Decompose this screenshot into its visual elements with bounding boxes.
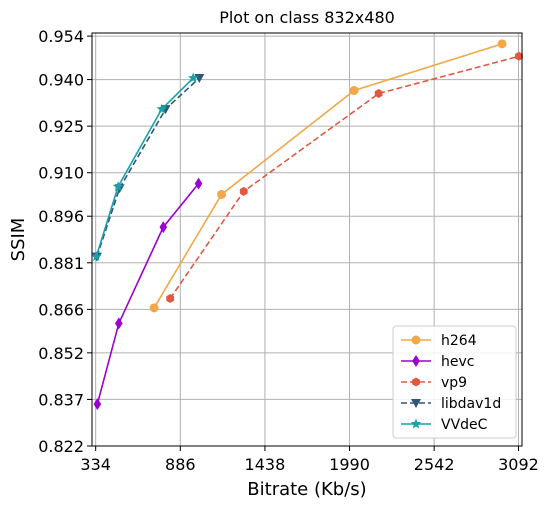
data-point bbox=[515, 51, 523, 61]
legend-swatch-marker bbox=[412, 355, 420, 367]
y-tick-label: 0.940 bbox=[38, 71, 84, 90]
series-line bbox=[95, 77, 194, 257]
y-tick-label: 0.837 bbox=[38, 390, 84, 409]
legend-item-VVdeC: VVdeC bbox=[401, 417, 488, 433]
y-tick-label: 0.881 bbox=[38, 254, 84, 273]
legend-label: VVdeC bbox=[441, 417, 488, 433]
legend-item-h264: h264 bbox=[401, 333, 477, 349]
data-point bbox=[156, 103, 167, 114]
legend-item-libdav1d: libdav1d bbox=[401, 396, 501, 412]
y-tick-label: 0.866 bbox=[38, 300, 84, 319]
x-tick-label: 3092 bbox=[498, 455, 539, 474]
chart-title: Plot on class 832x480 bbox=[219, 8, 395, 27]
series-vp9 bbox=[166, 51, 523, 303]
y-tick-label: 0.852 bbox=[38, 344, 84, 363]
legend-item-hevc: hevc bbox=[401, 354, 474, 370]
legend-box bbox=[392, 325, 517, 439]
series-libdav1d bbox=[91, 74, 205, 262]
y-tick-label: 0.896 bbox=[38, 207, 84, 226]
legend-swatch-marker bbox=[410, 418, 422, 429]
series-layer bbox=[91, 39, 523, 411]
data-point bbox=[112, 181, 124, 192]
data-point bbox=[374, 89, 383, 99]
y-tick-label: 0.822 bbox=[38, 437, 84, 456]
grid bbox=[92, 33, 522, 447]
x-tick-label: 334 bbox=[80, 455, 111, 474]
x-axis: 334 886 1438 1990 2542 3092 bbox=[80, 446, 539, 474]
x-tick-label: 1990 bbox=[329, 455, 370, 474]
y-tick-label: 0.910 bbox=[38, 164, 84, 183]
series-line bbox=[169, 55, 520, 299]
series-line bbox=[96, 77, 200, 257]
y-tick-label: 0.954 bbox=[38, 27, 84, 46]
series-hevc bbox=[93, 177, 203, 411]
legend: h264 hevc vp9 libdav1d VVdeC bbox=[392, 325, 517, 439]
y-axis-title: SSIM bbox=[8, 218, 29, 262]
data-point bbox=[497, 39, 507, 49]
data-point bbox=[149, 303, 159, 313]
data-point bbox=[187, 72, 199, 83]
legend-label: vp9 bbox=[441, 375, 467, 391]
data-point bbox=[166, 294, 175, 303]
data-point bbox=[91, 251, 102, 262]
series-VVdeC bbox=[91, 72, 199, 262]
data-point bbox=[217, 189, 227, 199]
x-axis-title: Bitrate (Kb/s) bbox=[247, 479, 366, 500]
legend-item-vp9: vp9 bbox=[401, 375, 467, 391]
series-line bbox=[153, 43, 503, 309]
legend-label: hevc bbox=[441, 354, 474, 370]
x-tick-label: 1438 bbox=[245, 455, 286, 474]
plot-frame bbox=[91, 32, 523, 447]
series-line bbox=[96, 183, 200, 405]
data-point bbox=[194, 177, 203, 190]
legend-label: h264 bbox=[441, 333, 477, 349]
legend-swatch-marker bbox=[412, 377, 420, 387]
y-axis: 0.822 0.837 0.852 0.866 0.881 0.896 0.910 0.925… bbox=[38, 27, 92, 456]
y-tick-label: 0.925 bbox=[38, 117, 84, 136]
x-tick-label: 2542 bbox=[414, 455, 455, 474]
x-tick-label: 886 bbox=[165, 455, 196, 474]
legend-label: libdav1d bbox=[441, 396, 501, 412]
data-point bbox=[115, 317, 123, 330]
legend-swatch-marker bbox=[411, 399, 421, 408]
data-point bbox=[349, 85, 359, 95]
legend-swatch-marker bbox=[411, 335, 421, 345]
data-point bbox=[159, 221, 168, 234]
data-point bbox=[93, 398, 102, 411]
data-point bbox=[239, 186, 248, 196]
series-h264 bbox=[149, 39, 507, 313]
